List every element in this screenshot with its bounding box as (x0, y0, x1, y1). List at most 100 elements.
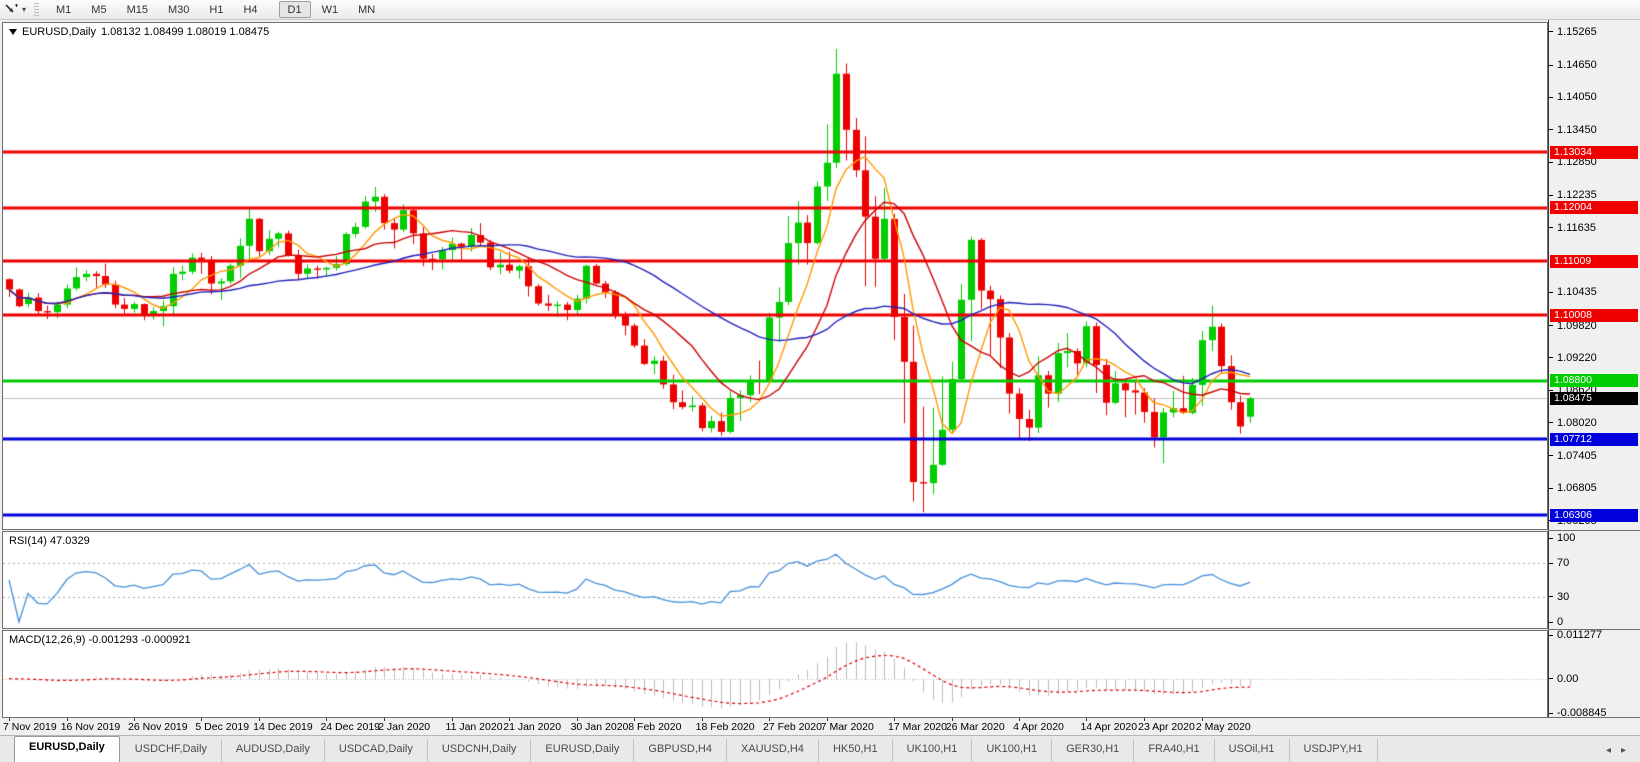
chart-tab[interactable]: XAUUSD,H4 (727, 739, 819, 762)
date-axis-label: 7 Mar 2020 (820, 721, 874, 733)
date-axis-tick (701, 718, 703, 721)
chart-tab[interactable]: USDCNH,Daily (428, 739, 532, 762)
date-axis-tick (134, 718, 136, 721)
price-axis-tick (1549, 194, 1553, 196)
macd-axis-tick (1549, 634, 1553, 636)
chart-tab[interactable]: USDCHF,Daily (121, 739, 222, 762)
price-chart-panel: EURUSD,Daily 1.08132 1.08499 1.08019 1.0… (2, 22, 1548, 530)
chart-tab[interactable]: AUDUSD,Daily (222, 739, 325, 762)
tab-scroll-left-icon[interactable]: ◂ (1605, 745, 1611, 756)
timeframe-button[interactable]: M5 (82, 1, 115, 18)
panel-separator (1548, 530, 1640, 531)
date-axis-label: 27 Feb 2020 (762, 721, 822, 733)
tab-scroll-right-icon[interactable]: ▸ (1620, 745, 1626, 756)
chart-tab[interactable]: USOil,H1 (1215, 739, 1290, 762)
tab-scroll-controls: ◂ ▸ (1606, 745, 1640, 762)
chart-tab[interactable]: UK100,H1 (972, 739, 1053, 762)
price-axis-tick (1549, 487, 1553, 489)
timeframe-button[interactable]: H1 (200, 1, 232, 18)
date-axis-label: 2 Jan 2020 (378, 721, 431, 733)
price-axis-label: 1.10435 (1557, 286, 1597, 299)
timeframe-button[interactable]: D1 (278, 1, 311, 18)
timeframe-button[interactable]: MN (349, 1, 384, 18)
timeframe-button[interactable]: M30 (159, 1, 198, 18)
rsi-axis-label: 70 (1557, 557, 1570, 570)
price-chart-canvas[interactable] (3, 23, 1547, 529)
date-axis-tick (509, 718, 511, 721)
price-axis-label: 1.06805 (1557, 482, 1597, 495)
macd-axis-tick (1549, 678, 1553, 680)
toolbar-grip-handle[interactable] (34, 2, 40, 17)
chart-tab-bar: EURUSD,Daily USDCHF,Daily AUDUSD,Daily U… (0, 735, 1640, 762)
macd-axis-tick (1549, 712, 1553, 714)
current-price-badge: 1.08475 (1550, 391, 1638, 405)
line-price-badge: 1.11009 (1550, 254, 1638, 268)
date-axis-tick (1144, 718, 1146, 721)
chart-tab[interactable]: USDCAD,Daily (325, 739, 428, 762)
chart-tab-list: EURUSD,Daily USDCHF,Daily AUDUSD,Daily U… (0, 736, 1378, 762)
price-axis-tick (1549, 96, 1553, 98)
price-axis-label: 1.15265 (1557, 25, 1597, 38)
date-axis-label: 2 May 2020 (1195, 721, 1251, 733)
date-axis-label: 11 Jan 2020 (445, 721, 503, 733)
date-axis-tick (9, 718, 10, 721)
chart-tab[interactable]: UK100,H1 (893, 739, 973, 762)
timeframe-button[interactable]: H4 (234, 1, 266, 18)
date-axis-label: 26 Nov 2019 (128, 721, 188, 733)
date-axis-label: 5 Dec 2019 (195, 721, 250, 733)
price-axis-tick (1549, 291, 1553, 293)
date-axis-tick (326, 718, 328, 721)
macd-indicator-panel: MACD(12,26,9) -0.001293 -0.000921 (2, 630, 1548, 718)
price-axis-tick (1549, 422, 1553, 424)
date-axis-tick (1086, 718, 1088, 721)
timeframe-button-group: M1 M5 M15 M30 H1 H4 D1 W1 MN (45, 1, 384, 18)
chart-tab[interactable]: EURUSD,Daily (14, 736, 120, 762)
date-axis-label: 7 Nov 2019 (3, 721, 57, 733)
chevron-down-icon[interactable]: ▾ (22, 5, 27, 14)
chart-tab[interactable]: EURUSD,Daily (531, 739, 635, 762)
date-axis-tick (576, 718, 578, 721)
price-axis-label: 1.09820 (1557, 319, 1597, 332)
chart-tab[interactable]: HK50,H1 (819, 739, 893, 762)
date-axis-tick (451, 718, 453, 721)
line-price-badge: 1.13034 (1550, 145, 1638, 159)
rsi-label: RSI(14) 47.0329 (9, 535, 90, 547)
price-axis-tick (1549, 31, 1553, 33)
chart-tab[interactable]: GBPUSD,H4 (634, 739, 727, 762)
macd-canvas[interactable] (3, 631, 1547, 717)
date-axis-label: 23 Apr 2020 (1138, 721, 1195, 733)
price-axis-label: 1.09220 (1557, 351, 1597, 364)
date-axis: 7 Nov 2019 16 Nov 2019 26 Nov 2019 5 Dec 20… (2, 718, 1548, 734)
panel-separator (1548, 717, 1640, 718)
price-axis-tick (1549, 227, 1553, 229)
chart-tab[interactable]: USDJPY,H1 (1290, 739, 1378, 762)
timeframe-button[interactable]: W1 (313, 1, 348, 18)
chart-title: EURUSD,Daily 1.08132 1.08499 1.08019 1.0… (9, 26, 269, 38)
date-axis-label: 4 Apr 2020 (1013, 721, 1064, 733)
line-price-badge: 1.06306 (1550, 508, 1638, 522)
date-axis-tick (66, 718, 68, 721)
macd-axis-label: 0.00 (1557, 672, 1579, 685)
rsi-canvas[interactable] (3, 532, 1547, 628)
price-axis-label: 1.14050 (1557, 91, 1597, 104)
date-axis-tick (1201, 718, 1203, 721)
chart-tab[interactable]: FRA40,H1 (1134, 739, 1215, 762)
price-axis-label: 1.08020 (1557, 416, 1597, 429)
chart-tab[interactable]: GER30,H1 (1052, 739, 1135, 762)
date-axis-label: 26 Mar 2020 (945, 721, 1005, 733)
timeframe-button[interactable]: M1 (47, 1, 80, 18)
collapse-chart-icon[interactable] (9, 29, 17, 35)
date-axis-tick (634, 718, 636, 721)
date-axis-label: 21 Jan 2020 (503, 721, 562, 733)
date-axis-label: 30 Jan 2020 (570, 721, 629, 733)
price-axis-label: 1.12850 (1557, 156, 1597, 169)
date-axis-label: 14 Apr 2020 (1080, 721, 1138, 733)
rsi-axis-tick (1549, 621, 1553, 623)
date-axis-tick (201, 718, 203, 721)
date-axis-tick (894, 718, 896, 721)
crosshair-tool-icon[interactable] (4, 3, 20, 17)
price-axis-tick (1549, 161, 1553, 163)
rsi-axis-tick (1549, 562, 1553, 564)
timeframe-button[interactable]: M15 (118, 1, 157, 18)
price-axis-tick (1549, 325, 1553, 327)
